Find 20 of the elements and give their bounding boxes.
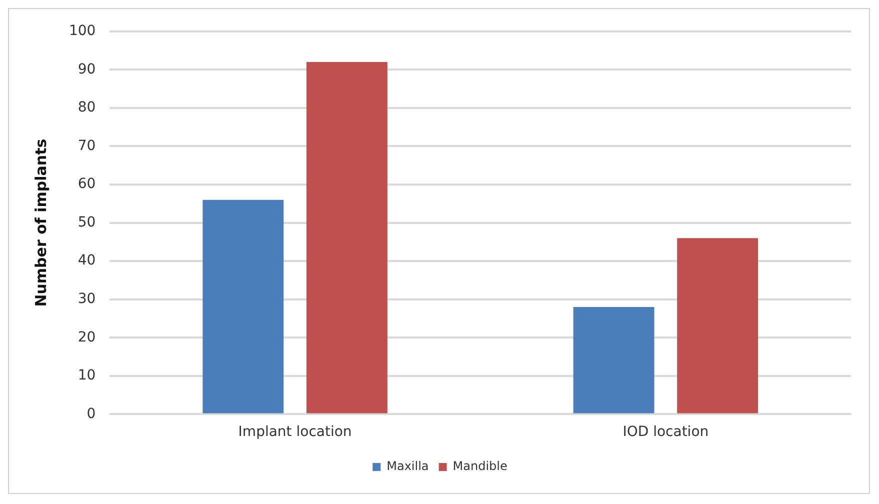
bar: [573, 307, 654, 414]
y-tick-label: 100: [68, 23, 96, 40]
y-tick-label: 50: [78, 214, 96, 230]
x-tick-label: Implant location: [238, 424, 352, 440]
y-tick-label: 30: [78, 291, 96, 307]
y-tick-label: 40: [78, 252, 96, 269]
legend-label: Maxilla: [386, 459, 429, 474]
y-tick-label: 90: [78, 61, 96, 78]
y-axis-title: Number of implants: [32, 138, 50, 307]
y-tick-label: 70: [78, 138, 96, 154]
y-tick-label: 80: [78, 100, 96, 116]
y-tick-label: 60: [78, 176, 96, 192]
y-tick-label: 20: [78, 329, 96, 346]
x-tick-label: IOD location: [622, 424, 709, 440]
bar: [202, 200, 284, 414]
bar: [306, 62, 388, 414]
legend-label: Mandible: [452, 459, 508, 474]
y-tick-label: 0: [86, 406, 96, 422]
bar: [677, 238, 758, 414]
y-tick-label: 10: [78, 368, 96, 384]
